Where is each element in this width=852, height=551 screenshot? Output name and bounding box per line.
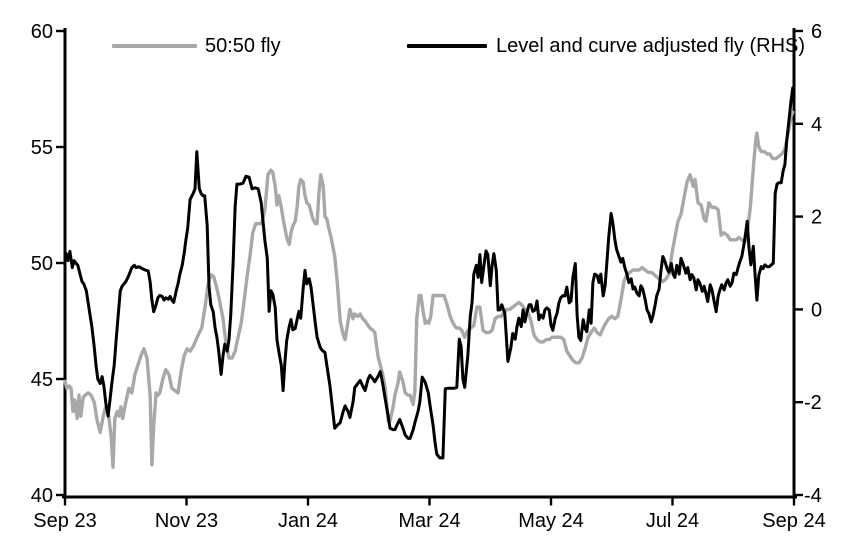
right-axis-tick-label: -4 bbox=[804, 485, 822, 507]
axis-labels-group: 40 45 50 55 60 -4 -2 0 2 4 6 Sep 23 Nov 23 Jan 24 Mar … bbox=[31, 21, 826, 532]
x-axis-tick-label: Jan 24 bbox=[278, 510, 338, 532]
x-axis-tick-label: Nov 23 bbox=[155, 510, 218, 532]
series-line-adjusted-fly bbox=[64, 86, 795, 460]
legend-label-adjusted-fly: Level and curve adjusted fly (RHS) bbox=[496, 34, 806, 57]
left-axis-tick-label: 50 bbox=[31, 253, 53, 275]
x-axis-tick-label: Mar 24 bbox=[398, 510, 460, 532]
chart-legend: 50:50 fly Level and curve adjusted fly (… bbox=[0, 0, 852, 60]
series-line-5050-fly bbox=[63, 110, 795, 469]
left-axis-tick-label: 45 bbox=[31, 369, 53, 391]
x-axis-tick-label: Sep 24 bbox=[762, 510, 825, 532]
series-lines-group bbox=[63, 86, 795, 469]
right-axis-tick-label: 0 bbox=[811, 299, 822, 321]
legend-item-adjusted-fly: Level and curve adjusted fly (RHS) bbox=[407, 34, 805, 58]
legend-line-swatch-black bbox=[407, 44, 487, 48]
left-axis-tick-label: 55 bbox=[31, 137, 53, 159]
axes-group bbox=[56, 28, 803, 506]
x-axis-tick-label: Jul 24 bbox=[646, 510, 699, 532]
legend-label-5050-fly: 50:50 fly bbox=[205, 34, 281, 57]
x-axis-tick-label: Sep 23 bbox=[33, 510, 96, 532]
legend-line-swatch-gray bbox=[112, 44, 197, 48]
legend-item-5050-fly: 50:50 fly bbox=[112, 34, 281, 58]
right-axis-tick-label: 2 bbox=[811, 207, 822, 229]
left-axis-tick-label: 60 bbox=[31, 21, 53, 43]
right-axis-tick-label: 4 bbox=[811, 114, 822, 136]
x-axis-tick-label: May 24 bbox=[518, 510, 584, 532]
right-axis-tick-label: 6 bbox=[811, 21, 822, 43]
left-axis-tick-label: 40 bbox=[31, 485, 53, 507]
right-axis-tick-label: -2 bbox=[804, 392, 822, 414]
